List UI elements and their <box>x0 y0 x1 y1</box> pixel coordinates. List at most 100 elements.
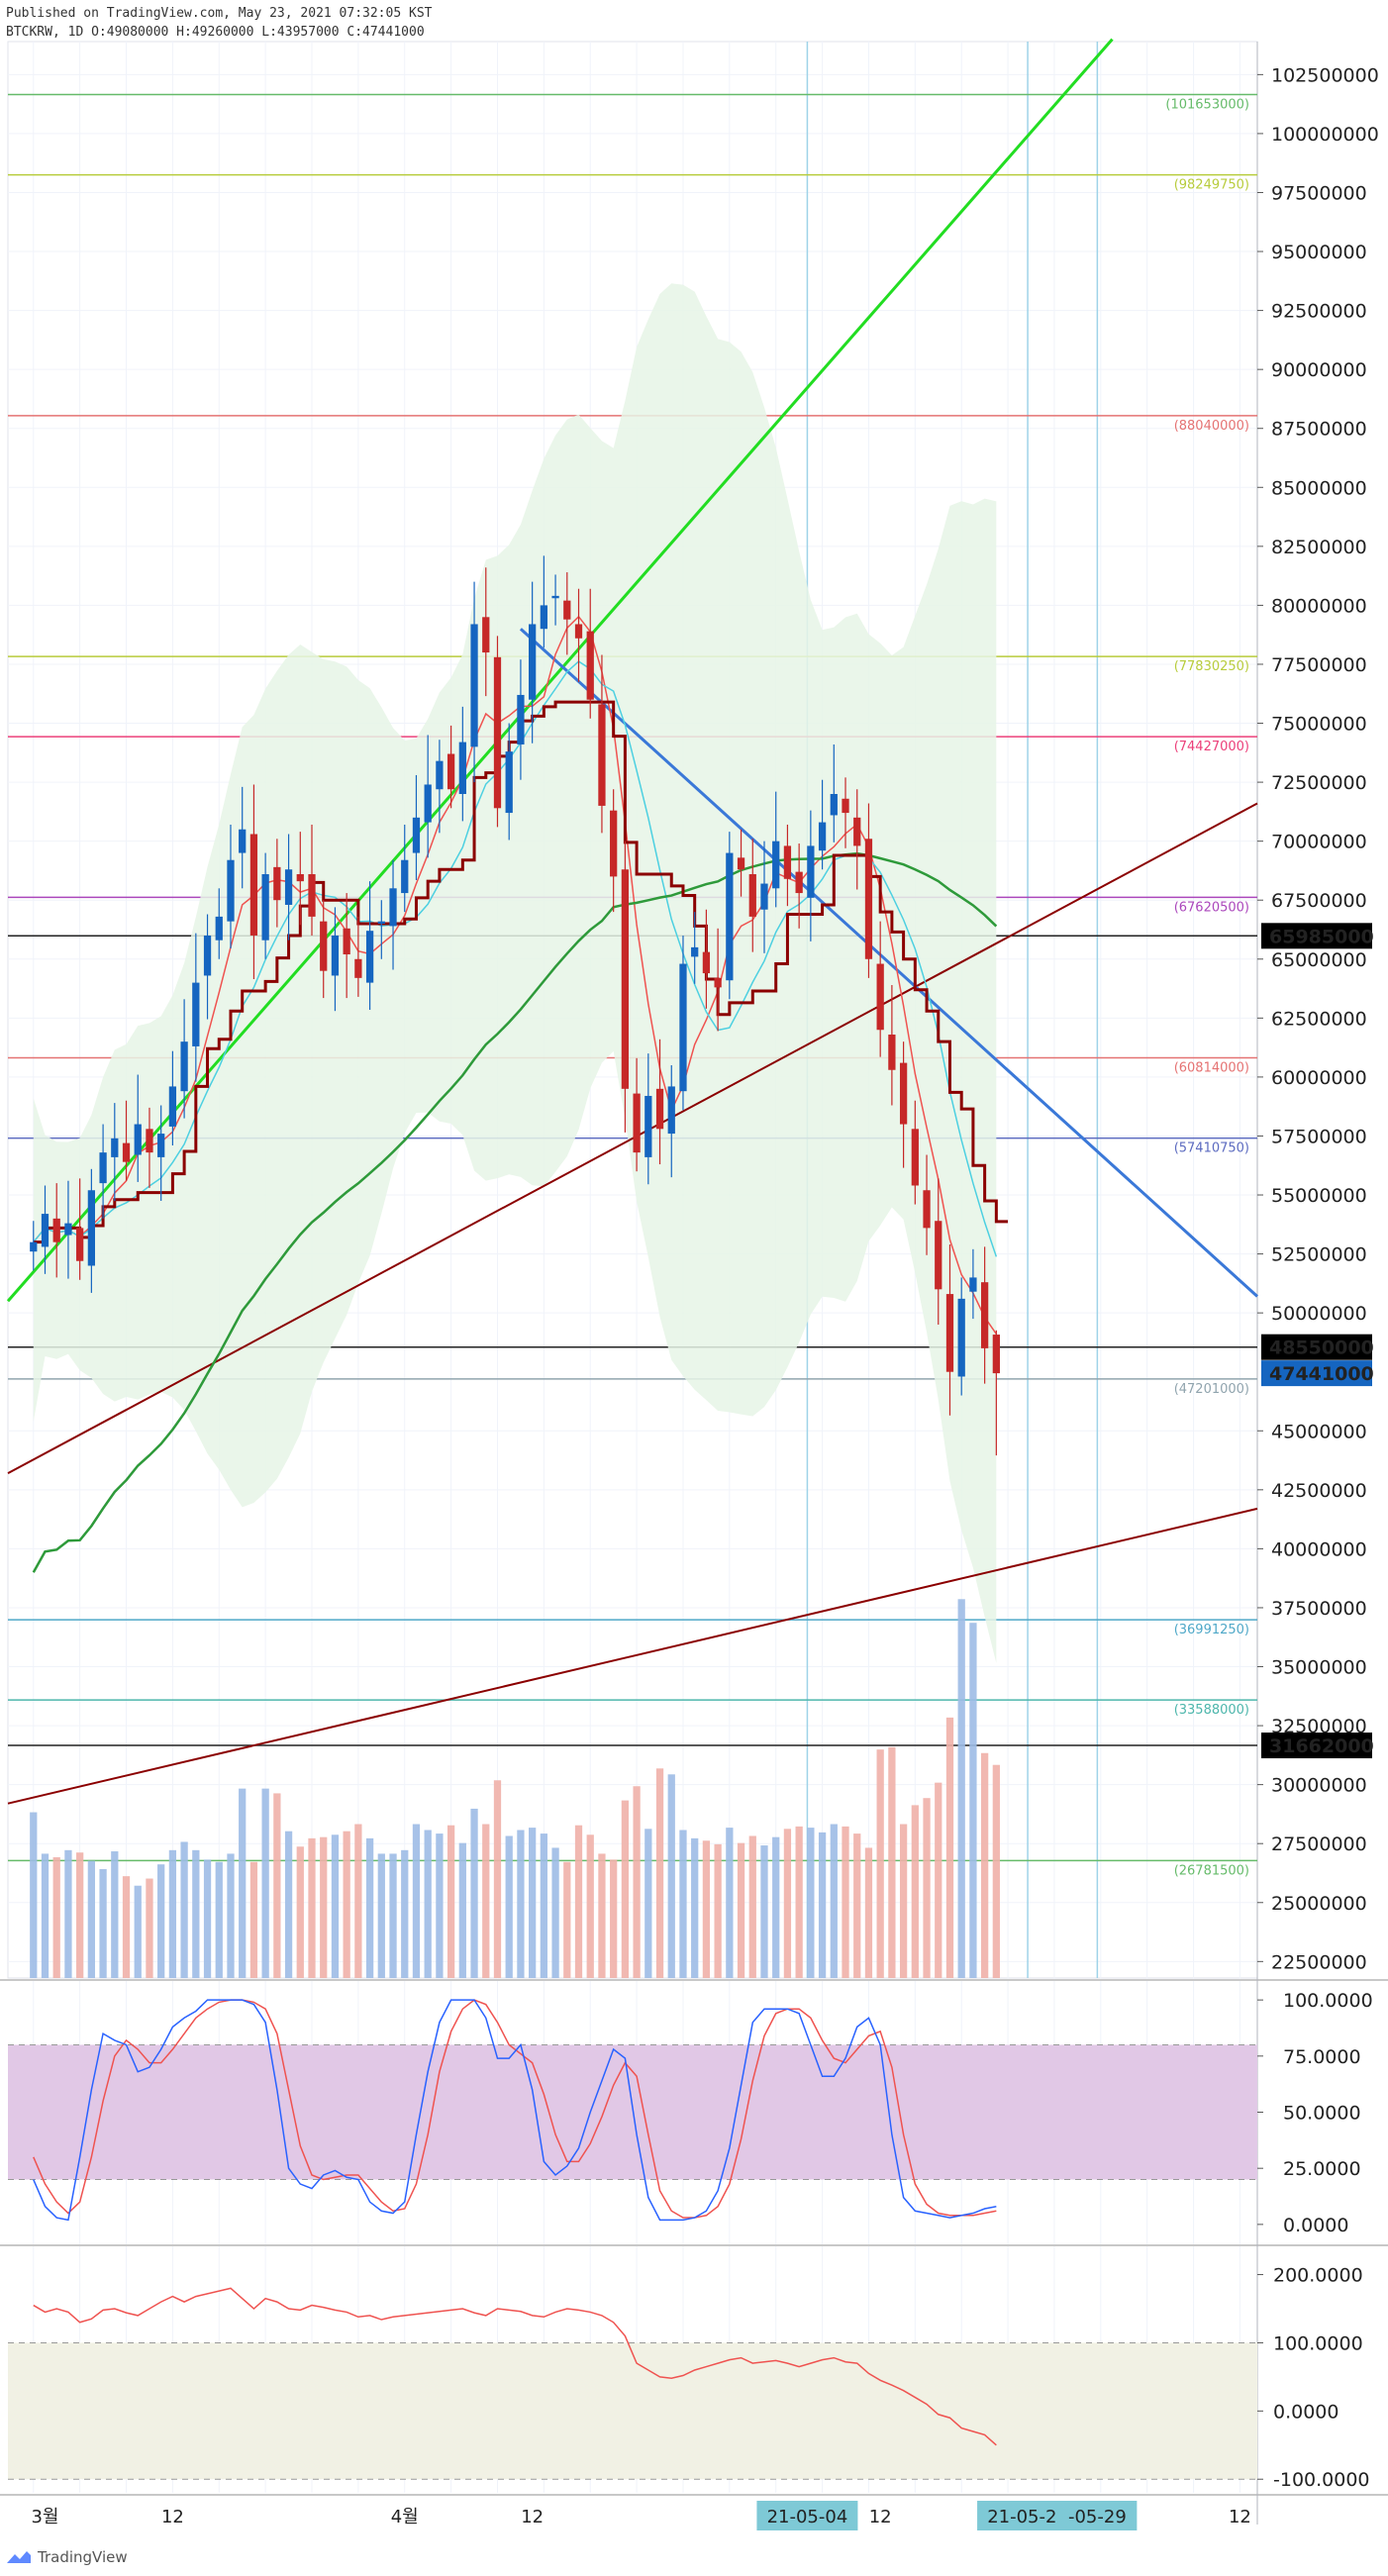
publish-info: Published on TradingView.com, May 23, 20… <box>6 6 433 21</box>
level-label: (26781500) <box>1174 1863 1249 1878</box>
price-tick-label: 30000000 <box>1271 1775 1367 1797</box>
candle-body <box>134 1124 142 1155</box>
candle-body <box>192 982 200 1046</box>
candle-body <box>64 1223 72 1236</box>
candle-body <box>563 600 571 620</box>
price-tick-label: 32500000 <box>1271 1716 1367 1737</box>
price-tick-label: 37500000 <box>1271 1598 1367 1620</box>
level-label: (57410750) <box>1174 1141 1249 1156</box>
candle-body <box>377 921 385 925</box>
price-badge-box <box>1261 923 1372 949</box>
candle-body <box>41 1214 50 1247</box>
volume-bar <box>981 1752 989 1978</box>
level-label: (36991250) <box>1174 1623 1249 1637</box>
volume-bar <box>470 1808 478 1978</box>
candle-body <box>365 931 374 983</box>
volume-bar <box>180 1841 188 1978</box>
price-tick-label: 52500000 <box>1271 1244 1367 1266</box>
cci-panel: 200.0000 100.0000 0.0000 -100.0000 <box>8 2265 1370 2491</box>
volume-bar <box>876 1749 884 1978</box>
date-label: 12 <box>521 2507 544 2527</box>
cci-tick-label: -100.0000 <box>1273 2469 1370 2491</box>
volume-bar <box>563 1861 571 1978</box>
candle-body <box>389 888 397 927</box>
ma-10-line <box>33 660 998 1257</box>
candle-body <box>482 617 490 653</box>
volume-bar <box>343 1831 350 1978</box>
candle-body <box>99 1152 107 1184</box>
price-badge-label: 31662000 <box>1269 1735 1374 1757</box>
volume-bar <box>714 1843 722 1978</box>
volume-bar <box>64 1849 72 1978</box>
price-tick-label: 45000000 <box>1271 1421 1367 1442</box>
candle-body <box>551 595 559 599</box>
volume-bar <box>737 1842 745 1978</box>
volume-bars <box>30 1599 1000 1978</box>
cci-line <box>33 2287 997 2446</box>
candle-body <box>899 1062 908 1125</box>
candle-body <box>807 845 815 898</box>
cci-band-fill <box>8 2342 1257 2480</box>
volume-bar <box>551 1847 559 1978</box>
volume-bar <box>146 1878 153 1978</box>
price-tick-label: 90000000 <box>1271 359 1367 381</box>
price-tick-label: 92500000 <box>1271 301 1367 323</box>
price-badges: 65985000 48550000 47441000 31662000 <box>1261 923 1374 1759</box>
price-badge-label: 48550000 <box>1269 1338 1374 1359</box>
volume-bar <box>493 1780 502 1978</box>
stoch-tick-label: 50.0000 <box>1283 2103 1361 2125</box>
volume-bar <box>87 1860 96 1978</box>
volume-bar <box>52 1857 60 1978</box>
candle-body <box>424 784 432 823</box>
volume-bar <box>655 1768 664 1978</box>
volume-bar <box>899 1824 908 1978</box>
price-tick-label: 62500000 <box>1271 1008 1367 1030</box>
candle-body <box>203 935 212 976</box>
level-label: (88040000) <box>1174 419 1249 434</box>
volume-bar <box>610 1859 618 1978</box>
volume-bar <box>215 1861 223 1978</box>
chart-header: Published on TradingView.com, May 23, 20… <box>6 4 432 42</box>
candle-body <box>261 874 269 941</box>
candle-body <box>122 1142 131 1162</box>
volume-bar <box>203 1859 212 1978</box>
volume-bar <box>412 1824 421 1978</box>
price-tick-label: 85000000 <box>1271 477 1367 499</box>
candle-body <box>714 977 722 988</box>
volume-bar <box>157 1864 165 1978</box>
date-label: 12 <box>869 2507 892 2527</box>
price-badge-label: 65985000 <box>1269 926 1374 947</box>
tradingview-logo[interactable]: TradingView <box>6 2548 128 2566</box>
volume-bar <box>284 1831 293 1978</box>
downtrend-line-blue <box>519 628 1259 1298</box>
volume-bar <box>644 1829 652 1978</box>
volume-bar <box>945 1717 954 1978</box>
candle-body <box>493 656 502 809</box>
volume-bar <box>830 1824 838 1978</box>
candle-body <box>168 1086 177 1127</box>
volume-bar <box>30 1812 38 1978</box>
volume-bar <box>273 1793 281 1978</box>
candle-body <box>772 841 780 889</box>
price-tick-label: 95000000 <box>1271 242 1367 263</box>
volume-bar <box>377 1853 385 1978</box>
volume-bar <box>41 1853 50 1978</box>
candle-body <box>320 921 328 971</box>
volume-bar <box>574 1825 583 1978</box>
candle-body <box>296 874 304 882</box>
cci-tick-label: 200.0000 <box>1273 2265 1363 2287</box>
date-label: -05-29 <box>1068 2507 1127 2527</box>
volume-bar <box>505 1835 513 1978</box>
candle-body <box>284 869 293 905</box>
volume-bar <box>586 1834 594 1978</box>
candle-body <box>215 916 223 941</box>
date-label: 3월 <box>31 2507 58 2527</box>
date-label: 12 <box>161 2507 184 2527</box>
date-label: 12 <box>1229 2507 1251 2527</box>
band-fill <box>33 283 997 1663</box>
volume-bar <box>308 1837 316 1978</box>
price-tick-label: 27500000 <box>1271 1833 1367 1855</box>
candle-body <box>436 760 444 790</box>
candle-body <box>505 751 513 814</box>
